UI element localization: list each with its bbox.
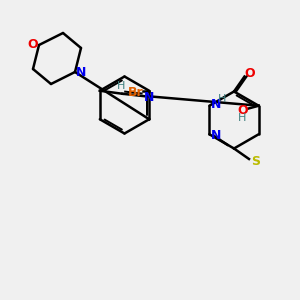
Text: H: H <box>238 113 247 123</box>
Text: O: O <box>237 104 248 117</box>
Text: N: N <box>144 91 154 104</box>
Text: S: S <box>251 155 260 169</box>
Text: O: O <box>244 67 255 80</box>
Text: N: N <box>211 98 221 111</box>
Text: O: O <box>27 38 38 52</box>
Text: N: N <box>211 129 221 142</box>
Text: Br: Br <box>128 86 143 99</box>
Text: H: H <box>218 94 226 104</box>
Text: H: H <box>117 81 125 91</box>
Text: N: N <box>76 65 86 79</box>
